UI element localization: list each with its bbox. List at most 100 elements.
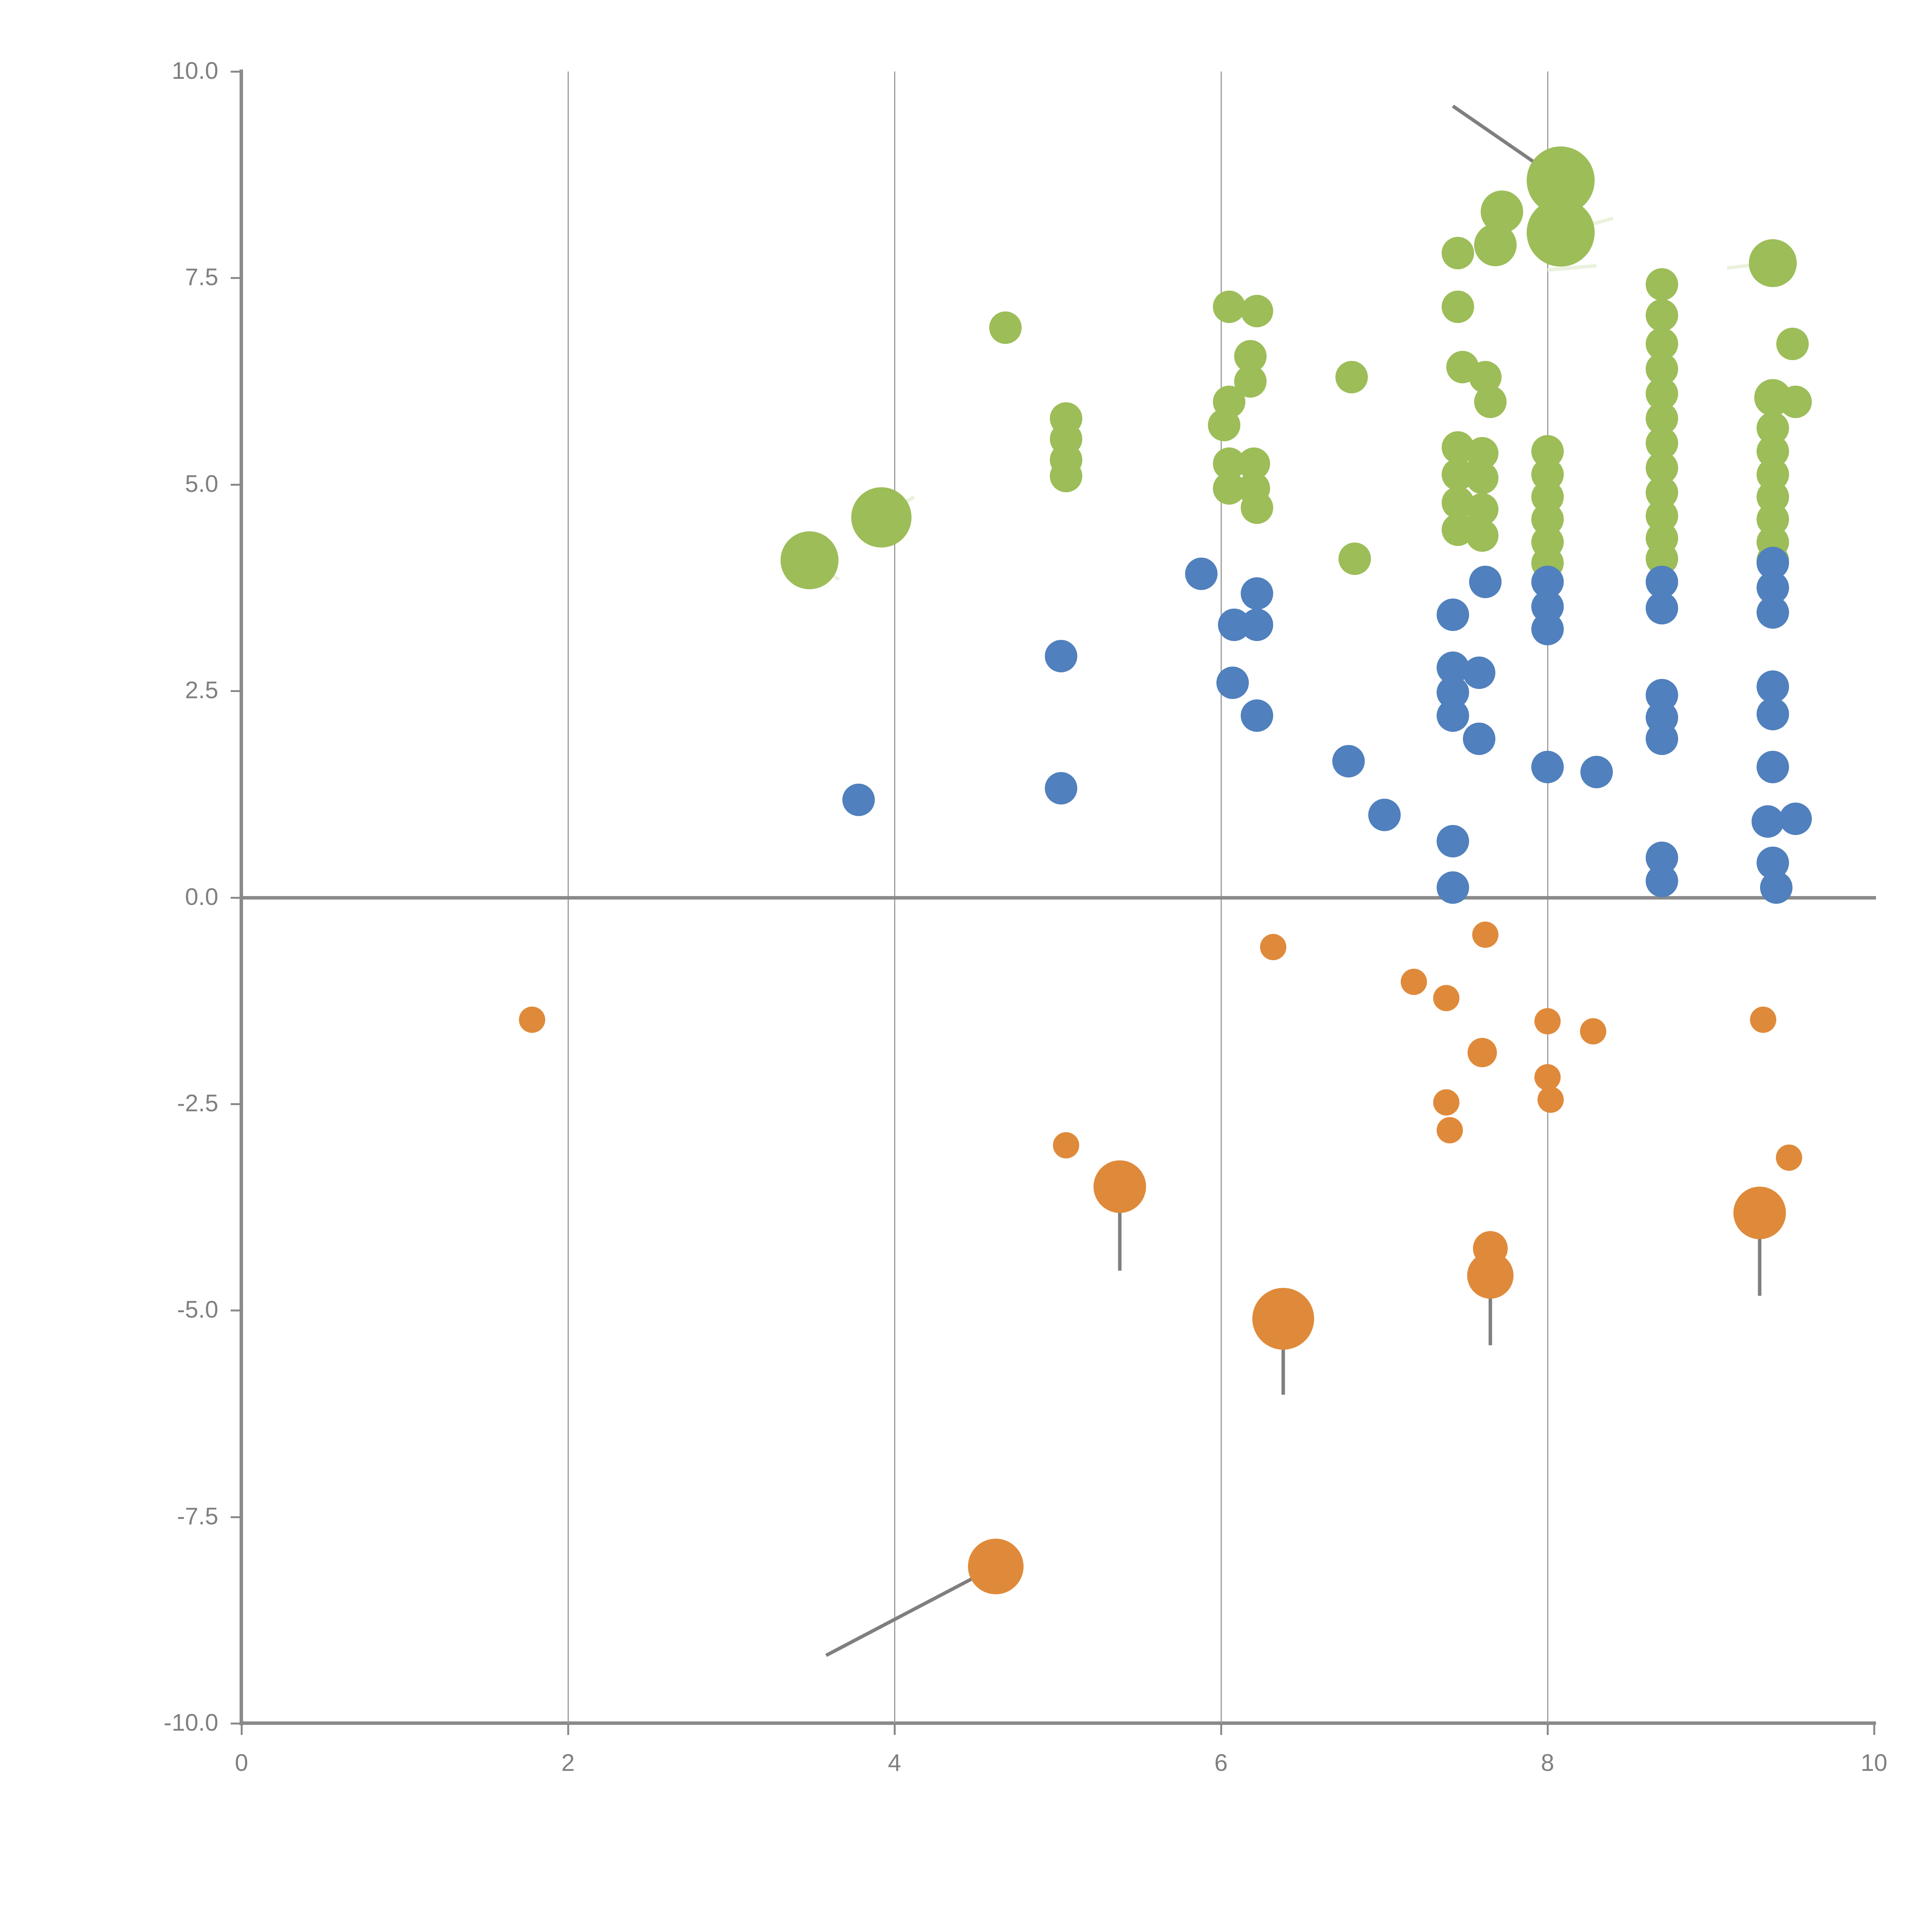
y-tick-label-2: -5.0 [177, 1296, 218, 1323]
data-point-orange-6[interactable] [1400, 968, 1427, 995]
y-tick-mark-3 [231, 1103, 242, 1105]
data-point-orange-0[interactable] [519, 1006, 546, 1033]
data-point-green-7[interactable] [1213, 291, 1246, 323]
data-point-blue-18[interactable] [1436, 825, 1469, 858]
x-tick-label-0: 0 [235, 1750, 248, 1776]
zero-line [240, 896, 1876, 900]
data-point-orange-7[interactable] [1433, 985, 1460, 1012]
x-tick-mark-1 [567, 1724, 569, 1735]
data-point-green-44[interactable] [1645, 299, 1678, 332]
data-point-green-8[interactable] [1240, 294, 1273, 327]
data-point-blue-23[interactable] [1531, 750, 1564, 783]
data-point-green-31[interactable] [1466, 519, 1498, 552]
data-point-blue-38[interactable] [1752, 805, 1784, 838]
y-tick-label-5: 2.5 [185, 677, 218, 704]
data-point-green-23[interactable] [1474, 386, 1507, 418]
data-point-blue-8[interactable] [1240, 699, 1273, 732]
data-point-orange-18[interactable] [1750, 1006, 1776, 1033]
data-point-green-2[interactable] [989, 311, 1022, 344]
data-point-orange-19[interactable] [1776, 1144, 1803, 1171]
data-point-blue-0[interactable] [842, 784, 875, 816]
data-point-green-19[interactable] [1338, 543, 1371, 575]
data-point-blue-17[interactable] [1469, 565, 1502, 598]
data-point-orange-20[interactable] [1733, 1187, 1786, 1240]
data-point-blue-1[interactable] [1044, 640, 1077, 673]
data-point-blue-9[interactable] [1332, 745, 1365, 777]
y-tick-label-6: 5.0 [185, 470, 218, 497]
y-tick-mark-5 [231, 690, 242, 692]
data-point-orange-5[interactable] [968, 1538, 1024, 1594]
data-point-green-12[interactable] [1208, 408, 1241, 441]
y-tick-label-7: 7.5 [185, 264, 218, 291]
data-point-orange-2[interactable] [1053, 1132, 1079, 1158]
data-point-blue-31[interactable] [1645, 864, 1678, 897]
data-point-blue-15[interactable] [1436, 699, 1469, 732]
x-tick-mark-4 [1547, 1724, 1549, 1735]
data-point-blue-16[interactable] [1463, 723, 1495, 755]
data-point-blue-37[interactable] [1757, 750, 1789, 783]
data-point-blue-35[interactable] [1757, 670, 1789, 703]
data-point-green-20[interactable] [1441, 291, 1474, 323]
x-tick-label-4: 8 [1541, 1750, 1554, 1776]
y-tick-label-8: 10.0 [172, 58, 218, 84]
data-point-green-43[interactable] [1645, 268, 1678, 301]
data-point-blue-24[interactable] [1580, 755, 1613, 788]
x-tick-label-5: 10 [1861, 1750, 1888, 1776]
y-tick-mark-4 [231, 896, 242, 899]
x-tick-mark-2 [894, 1724, 896, 1735]
data-point-blue-29[interactable] [1645, 723, 1678, 755]
y-tick-label-1: -7.5 [177, 1503, 218, 1530]
y-tick-label-4: 0.0 [185, 883, 218, 910]
y-tick-mark-6 [231, 483, 242, 486]
data-point-orange-17[interactable] [1467, 1252, 1514, 1299]
data-point-green-27[interactable] [1466, 461, 1498, 494]
data-point-orange-9[interactable] [1468, 1038, 1497, 1068]
data-point-blue-19[interactable] [1436, 871, 1469, 904]
data-point-green-34[interactable] [1441, 237, 1474, 270]
data-point-orange-12[interactable] [1534, 1008, 1561, 1035]
data-point-blue-5[interactable] [1240, 577, 1273, 610]
x-tick-label-2: 4 [888, 1750, 901, 1776]
data-point-green-0[interactable] [781, 531, 839, 590]
data-point-orange-8[interactable] [1472, 921, 1499, 948]
data-point-green-58[interactable] [1779, 386, 1812, 418]
data-point-blue-11[interactable] [1436, 599, 1469, 631]
data-point-orange-13[interactable] [1534, 1064, 1561, 1091]
data-point-green-33[interactable] [1474, 223, 1517, 266]
x-tick-mark-3 [1220, 1724, 1222, 1735]
x-tick-label-1: 2 [561, 1750, 575, 1776]
data-point-blue-3[interactable] [1185, 557, 1218, 590]
data-point-blue-39[interactable] [1779, 803, 1812, 835]
data-point-orange-11[interactable] [1436, 1117, 1463, 1144]
data-point-blue-2[interactable] [1044, 772, 1077, 805]
data-point-green-6[interactable] [1049, 460, 1082, 493]
data-point-blue-41[interactable] [1760, 871, 1793, 904]
data-point-orange-15[interactable] [1580, 1018, 1607, 1044]
data-point-orange-3[interactable] [1094, 1160, 1146, 1213]
data-point-blue-34[interactable] [1757, 596, 1789, 629]
data-point-green-18[interactable] [1335, 361, 1368, 393]
data-point-blue-26[interactable] [1645, 592, 1678, 625]
data-point-green-56[interactable] [1776, 328, 1809, 361]
data-point-blue-13[interactable] [1463, 656, 1495, 689]
y-tick-label-3: -2.5 [177, 1090, 218, 1117]
y-tick-mark-0 [231, 1723, 242, 1725]
data-point-blue-6[interactable] [1240, 609, 1273, 641]
data-point-green-17[interactable] [1240, 491, 1273, 524]
data-point-orange-10[interactable] [1433, 1089, 1460, 1116]
x-tick-label-3: 6 [1214, 1750, 1228, 1776]
data-point-blue-10[interactable] [1368, 798, 1401, 831]
y-tick-mark-7 [231, 277, 242, 279]
data-point-blue-22[interactable] [1531, 612, 1564, 645]
x-tick-mark-5 [1873, 1724, 1875, 1735]
data-point-blue-7[interactable] [1216, 666, 1249, 699]
data-point-orange-1[interactable] [1260, 934, 1287, 960]
data-point-orange-14[interactable] [1537, 1087, 1564, 1113]
data-point-green-55[interactable] [1749, 239, 1797, 287]
y-tick-mark-1 [231, 1516, 242, 1518]
data-point-green-1[interactable] [851, 487, 912, 548]
data-point-green-36[interactable] [1526, 198, 1595, 267]
data-point-blue-36[interactable] [1757, 697, 1789, 730]
data-point-orange-4[interactable] [1252, 1287, 1314, 1350]
